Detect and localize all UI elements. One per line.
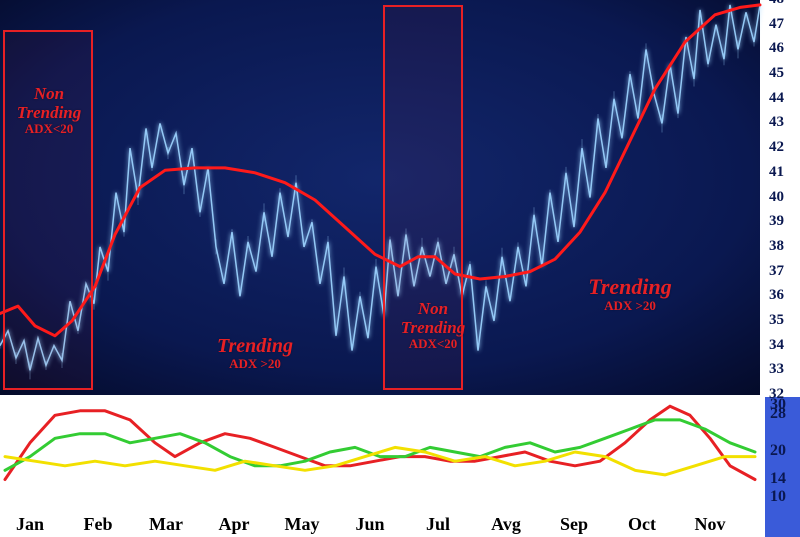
x-tick-jun: Jun — [355, 514, 384, 535]
y-tick-price-43: 43 — [769, 114, 784, 131]
x-tick-oct: Oct — [628, 514, 656, 535]
x-tick-jul: Jul — [426, 514, 450, 535]
x-tick-mar: Mar — [149, 514, 183, 535]
y-tick-adx-20: 20 — [770, 442, 786, 460]
x-tick-jan: Jan — [16, 514, 44, 535]
x-tick-avg: Avg — [491, 514, 521, 535]
non-trending-zone-1 — [383, 5, 463, 390]
y-tick-price-42: 42 — [769, 139, 784, 156]
x-tick-feb: Feb — [84, 514, 113, 535]
y-tick-price-41: 41 — [769, 164, 784, 181]
y-tick-price-47: 47 — [769, 16, 784, 33]
x-tick-apr: Apr — [219, 514, 250, 535]
y-tick-adx-28: 28 — [770, 405, 786, 423]
y-tick-price-39: 39 — [769, 213, 784, 230]
y-tick-price-34: 34 — [769, 337, 784, 354]
y-tick-price-40: 40 — [769, 189, 784, 206]
y-tick-price-37: 37 — [769, 263, 784, 280]
y-tick-price-44: 44 — [769, 90, 784, 107]
adx-chart: NonTrendingADX<20TrendingADX >20NonTrend… — [0, 0, 800, 537]
y-tick-price-36: 36 — [769, 287, 784, 304]
y-tick-price-38: 38 — [769, 238, 784, 255]
y-tick-adx-10: 10 — [770, 488, 786, 506]
y-tick-adx-14: 14 — [770, 470, 786, 488]
non-trending-zone-0 — [3, 30, 93, 390]
y-tick-price-48: 48 — [769, 0, 784, 8]
y-tick-price-46: 46 — [769, 40, 784, 57]
x-tick-sep: Sep — [560, 514, 588, 535]
x-tick-nov: Nov — [695, 514, 726, 535]
y-tick-price-33: 33 — [769, 361, 784, 378]
y-tick-price-45: 45 — [769, 65, 784, 82]
x-tick-may: May — [285, 514, 320, 535]
y-tick-price-35: 35 — [769, 312, 784, 329]
